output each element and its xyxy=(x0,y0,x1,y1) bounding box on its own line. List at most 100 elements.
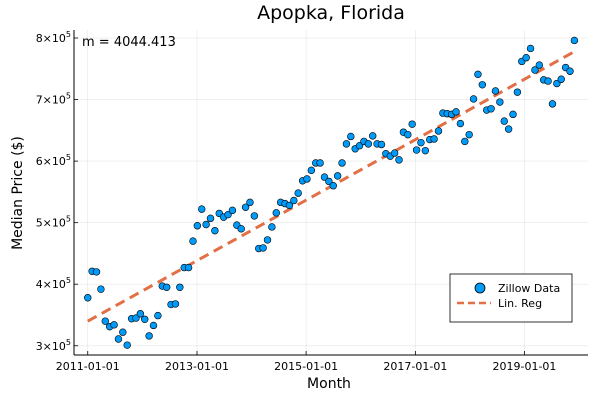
legend-label-lin-reg: Lin. Reg xyxy=(498,297,542,310)
data-point xyxy=(84,294,92,302)
y-tick-mantissa: 4×10 xyxy=(36,278,66,291)
data-point xyxy=(272,209,280,217)
x-axis-title: Month xyxy=(307,376,351,392)
data-point xyxy=(154,311,162,320)
slope-annotation: m = 4044.413 xyxy=(82,35,176,50)
data-point xyxy=(461,137,469,146)
data-point xyxy=(333,172,342,180)
data-point xyxy=(123,341,131,349)
data-point xyxy=(263,236,272,244)
data-point xyxy=(224,210,232,219)
data-point xyxy=(145,332,153,340)
data-point xyxy=(320,173,329,181)
data-point xyxy=(162,283,171,291)
scatter-series xyxy=(84,36,579,349)
data-point xyxy=(487,105,495,113)
data-point xyxy=(211,226,219,235)
data-point xyxy=(557,75,565,83)
x-tick-label: 2015-01-01 xyxy=(274,360,338,373)
y-tick-label: 6×105 xyxy=(36,153,71,168)
data-point xyxy=(285,201,294,210)
x-ticks: 2011-01-01 2013-01-01 2015-01-01 2017-01-01… xyxy=(56,351,557,373)
data-point xyxy=(390,149,399,157)
data-point xyxy=(496,98,504,106)
data-point xyxy=(434,127,443,135)
data-point xyxy=(548,100,557,108)
data-point xyxy=(132,314,140,322)
data-point xyxy=(176,283,184,291)
data-point xyxy=(456,119,465,128)
data-point xyxy=(364,140,373,148)
data-point xyxy=(141,315,149,323)
data-point xyxy=(198,205,206,213)
data-point xyxy=(509,110,517,119)
chart-title: Apopka, Florida xyxy=(257,2,405,24)
data-point xyxy=(189,237,197,245)
y-tick-label: 4×105 xyxy=(36,276,71,291)
data-point xyxy=(303,175,311,183)
data-point xyxy=(544,77,552,85)
y-tick-mantissa: 7×10 xyxy=(36,94,66,107)
data-point xyxy=(421,146,430,155)
data-point xyxy=(97,285,105,293)
data-point xyxy=(404,130,412,139)
data-point xyxy=(522,53,530,62)
data-point xyxy=(347,132,355,141)
y-tick-mantissa: 6×10 xyxy=(36,155,66,168)
data-point xyxy=(504,125,513,133)
data-point xyxy=(526,44,535,53)
x-tick-label: 2019-01-01 xyxy=(493,360,557,373)
data-point xyxy=(531,66,539,74)
data-point xyxy=(114,335,123,343)
data-point xyxy=(110,321,118,329)
data-point xyxy=(474,70,482,79)
data-point xyxy=(250,212,259,220)
data-point xyxy=(228,206,237,215)
x-tick-label: 2011-01-01 xyxy=(56,360,120,373)
data-point xyxy=(355,142,364,150)
data-point xyxy=(92,268,101,276)
data-point xyxy=(535,61,544,69)
data-point xyxy=(369,132,377,140)
y-tick-label: 7×105 xyxy=(36,92,71,107)
data-point xyxy=(430,135,438,143)
data-point xyxy=(246,198,254,207)
data-point xyxy=(119,328,127,336)
data-point xyxy=(193,222,202,230)
data-point xyxy=(316,159,324,167)
y-tick-mantissa: 8×10 xyxy=(36,32,66,45)
data-point xyxy=(452,108,460,116)
data-point xyxy=(206,214,215,223)
data-point xyxy=(570,36,579,45)
legend-marker-zillow-data xyxy=(474,282,486,294)
data-point xyxy=(171,300,180,308)
data-point xyxy=(500,117,508,125)
legend-label-zillow-data: Zillow Data xyxy=(498,282,560,295)
data-point xyxy=(465,130,473,139)
y-tick-mantissa: 5×10 xyxy=(36,217,66,230)
y-tick-exponent: 5 xyxy=(66,30,71,39)
data-point xyxy=(294,189,302,197)
data-point xyxy=(237,225,245,233)
x-tick-label: 2013-01-01 xyxy=(165,360,229,373)
y-tick-label: 5×105 xyxy=(36,215,71,230)
data-point xyxy=(307,166,316,175)
y-tick-label: 8×105 xyxy=(36,30,71,45)
data-point xyxy=(469,95,478,103)
data-point xyxy=(338,159,346,167)
x-tick-label: 2017-01-01 xyxy=(383,360,447,373)
y-tick-label: 3×105 xyxy=(36,338,71,353)
legend-box xyxy=(449,273,573,323)
y-tick-exponent: 5 xyxy=(66,338,71,347)
y-tick-exponent: 5 xyxy=(66,276,71,285)
data-point xyxy=(566,67,574,75)
data-point xyxy=(101,317,109,325)
legend: Zillow Data Lin. Reg xyxy=(449,273,573,323)
data-point xyxy=(513,88,522,96)
y-tick-mantissa: 3×10 xyxy=(36,340,66,353)
data-point xyxy=(325,177,333,186)
y-tick-exponent: 5 xyxy=(66,215,71,224)
